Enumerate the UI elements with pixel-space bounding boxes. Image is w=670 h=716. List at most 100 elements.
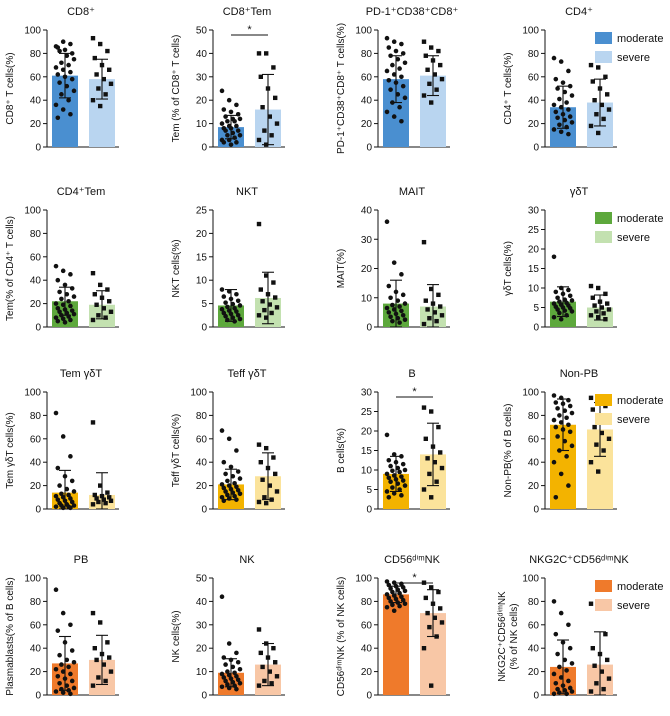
- data-point-severe: [258, 650, 263, 656]
- data-point-moderate: [400, 292, 406, 298]
- y-axis-label: Tem (% of CD8⁺ T cells): [171, 35, 182, 143]
- data-point-severe: [434, 634, 439, 639]
- data-point-moderate: [230, 664, 236, 670]
- data-point-moderate: [555, 686, 560, 692]
- data-point-severe: [603, 631, 608, 637]
- data-point-severe: [105, 287, 110, 292]
- data-point-moderate: [393, 289, 399, 295]
- data-point-moderate: [569, 410, 575, 416]
- y-tick-label: 40: [361, 96, 373, 107]
- data-point-moderate: [399, 41, 404, 47]
- data-point-moderate: [223, 300, 228, 305]
- data-point-severe: [439, 465, 445, 471]
- y-tick-label: 60: [528, 620, 540, 631]
- data-point-moderate: [551, 599, 557, 604]
- data-point-severe: [421, 93, 427, 98]
- data-point-moderate: [384, 489, 390, 494]
- y-tick-label: 10: [196, 276, 208, 287]
- data-point-moderate: [228, 311, 234, 317]
- data-point-moderate: [221, 107, 227, 112]
- data-point-moderate: [226, 289, 232, 294]
- data-point-severe: [421, 239, 427, 245]
- data-point-severe: [265, 655, 271, 660]
- data-point-severe: [434, 479, 439, 484]
- data-point-moderate: [567, 83, 573, 89]
- data-point-moderate: [560, 291, 566, 297]
- y-tick-label: 20: [361, 427, 373, 438]
- data-point-moderate: [69, 286, 75, 291]
- data-point-severe: [94, 496, 99, 501]
- data-point-moderate: [386, 45, 392, 50]
- data-point-severe: [260, 299, 265, 304]
- data-point-moderate: [235, 487, 241, 493]
- data-point-moderate: [55, 497, 61, 502]
- y-tick-label: 0: [366, 505, 372, 516]
- data-point-moderate: [400, 51, 406, 56]
- data-point-moderate: [386, 283, 392, 289]
- data-point-severe: [107, 67, 112, 72]
- data-point-moderate: [55, 115, 61, 121]
- data-point-moderate: [235, 469, 241, 474]
- legend-row-1: moderate severe: [595, 212, 663, 244]
- data-point-severe: [256, 683, 262, 688]
- data-point-moderate: [60, 67, 66, 73]
- data-point-severe: [427, 316, 432, 321]
- data-point-severe: [264, 641, 269, 646]
- data-point-severe: [596, 469, 601, 474]
- y-tick-label: 20: [30, 481, 42, 492]
- y-tick-label: 20: [30, 667, 42, 678]
- panel-1: CD8⁺Tem Tem (% of CD8⁺ T cells) 0 10 20 30 40 5…: [171, 6, 285, 154]
- data-point-severe: [438, 606, 443, 611]
- data-point-severe: [90, 610, 96, 616]
- y-tick-label: 0: [533, 505, 539, 516]
- data-point-moderate: [237, 681, 243, 686]
- panel-title: B: [408, 368, 415, 380]
- data-point-moderate: [237, 133, 243, 138]
- data-point-severe: [98, 103, 103, 109]
- data-point-severe: [605, 657, 610, 663]
- panel-title: PD-1⁺CD38⁺CD8⁺: [366, 6, 459, 18]
- data-point-moderate: [562, 408, 568, 414]
- data-point-moderate: [223, 678, 228, 684]
- data-point-moderate: [390, 302, 395, 308]
- data-point-severe: [425, 456, 430, 461]
- data-point-moderate: [558, 59, 564, 64]
- data-point-moderate: [555, 115, 560, 121]
- y-tick-label: 50: [196, 574, 208, 585]
- data-point-moderate: [400, 461, 406, 467]
- data-point-severe: [588, 283, 594, 289]
- data-point-severe: [439, 313, 445, 318]
- data-point-moderate: [391, 580, 397, 585]
- data-point-severe: [594, 112, 599, 117]
- data-point-moderate: [395, 465, 401, 471]
- data-point-moderate: [566, 107, 571, 112]
- data-point-severe: [98, 483, 103, 488]
- data-point-moderate: [53, 493, 59, 499]
- data-point-severe: [98, 41, 103, 47]
- data-point-moderate: [234, 686, 239, 692]
- data-point-severe: [429, 409, 434, 414]
- data-point-severe: [256, 627, 262, 632]
- data-point-moderate: [402, 301, 408, 306]
- legend-label-moderate: moderate: [617, 395, 663, 407]
- data-point-severe: [588, 460, 594, 465]
- data-point-severe: [439, 76, 445, 82]
- data-point-moderate: [64, 683, 70, 688]
- data-point-moderate: [390, 602, 395, 608]
- y-tick-label: 0: [366, 323, 372, 334]
- data-point-severe: [588, 395, 594, 401]
- data-point-moderate: [221, 459, 227, 465]
- data-point-severe: [94, 302, 99, 307]
- data-point-severe: [425, 67, 430, 72]
- data-point-severe: [108, 309, 114, 314]
- panel-11: Non-PB Non-PB(% of B cells) 0 20 40 60 80 100: [503, 368, 617, 516]
- data-point-moderate: [399, 308, 404, 314]
- data-point-severe: [107, 495, 112, 500]
- data-point-moderate: [553, 289, 559, 295]
- data-point-moderate: [66, 688, 71, 693]
- data-point-severe: [107, 299, 112, 304]
- data-point-severe: [98, 282, 103, 288]
- data-point-moderate: [57, 652, 62, 658]
- data-point-severe: [96, 499, 101, 505]
